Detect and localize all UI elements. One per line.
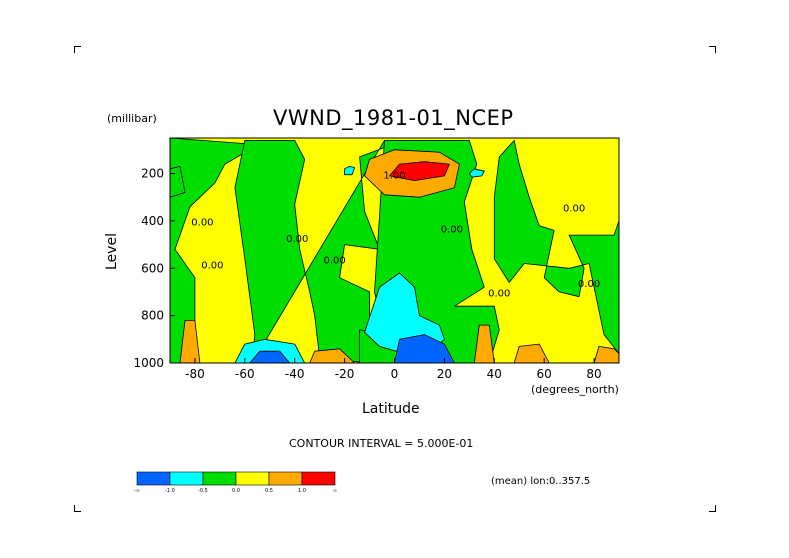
color-bar-label-5: 1.0 [298, 488, 306, 494]
y-tick-label-2: 600 [141, 261, 164, 275]
color-bar-swatch-1 [169, 471, 204, 486]
contour-region-10 [344, 165, 356, 176]
x-tick-label-1: -60 [235, 367, 255, 381]
color-bar-label-6: ∞ [333, 488, 337, 494]
x-tick-label-6: 40 [487, 367, 502, 381]
corner-mark-top-left [74, 46, 81, 53]
contour-region-15 [473, 324, 495, 363]
corner-mark-bottom-right [709, 505, 716, 512]
contour-region-5 [364, 272, 445, 354]
color-bar-swatch-4 [268, 471, 303, 486]
y-tick-label-0: 200 [141, 167, 164, 181]
x-tick-label-2: -40 [285, 367, 305, 381]
contour-region-16 [513, 343, 550, 363]
x-tick-label-7: 60 [537, 367, 552, 381]
contour-label-2: 0.00 [286, 234, 308, 245]
contour-region-17 [593, 345, 619, 363]
contour-label-0: 0.00 [191, 218, 213, 229]
y-axis-unit: (millibar) [107, 112, 157, 125]
color-bar-label-4: 0.5 [265, 488, 273, 494]
x-axis-unit: (degrees_north) [531, 383, 619, 396]
x-tick-label-0: -80 [185, 367, 205, 381]
contour-region-12 [389, 161, 450, 182]
contour-interval-label: CONTOUR INTERVAL = 5.000E-01 [289, 437, 474, 450]
x-axis-label: Latitude [362, 401, 420, 417]
contour-label-5: 0.00 [441, 225, 463, 236]
contour-region-14 [309, 348, 356, 363]
x-tick-label-5: 20 [437, 367, 452, 381]
contour-label-1: 0.00 [201, 260, 223, 271]
y-axis: 200 400 600 800 1000 [133, 167, 175, 370]
contour-label-7: 0.00 [563, 203, 585, 214]
contour-region-8 [249, 350, 291, 363]
contour-labels: 0.00 0.00 0.00 0.00 1.00 0.00 0.00 0.00 0.00 [191, 170, 600, 299]
color-bar-swatch-0 [136, 471, 171, 486]
color-bar-label-0: -∞ [134, 488, 140, 494]
y-tick-label-1: 400 [141, 214, 164, 228]
x-tick-label-3: -20 [335, 367, 355, 381]
x-tick-label-4: 0 [391, 367, 399, 381]
contour-region-9 [468, 168, 485, 178]
x-axis: -80 -60 -40 -20 0 20 40 60 80 [185, 358, 602, 381]
y-axis-label: Level [104, 233, 120, 270]
color-bar-swatch-2 [202, 471, 237, 486]
contour-label-6: 0.00 [488, 289, 510, 300]
corner-mark-top-right [709, 46, 716, 53]
color-bar: -∞ -1.0 -0.5 0.0 0.5 1.0 ∞ [134, 471, 337, 494]
corner-mark-bottom-left [74, 505, 81, 512]
color-bar-swatch-3 [235, 471, 270, 486]
x-tick-label-8: 80 [586, 367, 601, 381]
contour-label-8: 0.00 [578, 279, 600, 290]
mean-subtitle: (mean) lon:0..357.5 [491, 476, 591, 487]
contour-label-3: 0.00 [324, 256, 346, 267]
color-bar-label-3: 0.0 [232, 488, 240, 494]
contour-region-3 [493, 139, 619, 354]
contour-label-4: 1.00 [383, 170, 405, 181]
color-bar-label-1: -1.0 [165, 488, 175, 494]
contour-region-1 [234, 139, 385, 363]
chart-title: VWND_1981-01_NCEP [273, 106, 514, 130]
color-bar-label-2: -0.5 [198, 488, 208, 494]
contour-region-13 [179, 319, 201, 363]
contour-region-7 [394, 334, 455, 363]
y-tick-label-4: 1000 [133, 356, 164, 370]
y-tick-label-3: 800 [141, 309, 164, 323]
color-bar-swatch-5 [301, 471, 336, 486]
contour-regions [170, 138, 619, 363]
contour-region-4 [170, 165, 186, 198]
